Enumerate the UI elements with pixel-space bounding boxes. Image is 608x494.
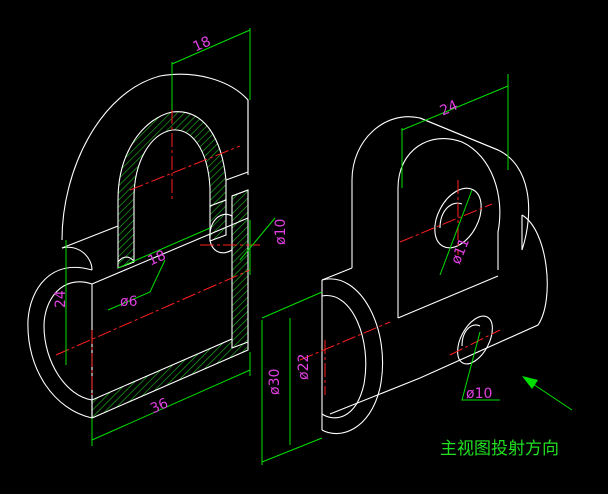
- dim-18-top-line: [171, 29, 251, 65]
- dim-30-ext-2: [261, 437, 323, 463]
- cylinder-right-contour: [329, 214, 548, 415]
- direction-arrow-line: [529, 381, 573, 411]
- dim-10-left-label: ø10: [273, 219, 289, 245]
- dim-24-right-label: 24: [438, 97, 461, 119]
- step-edge-2: [231, 189, 249, 197]
- top-back-edge: [61, 225, 119, 249]
- left-sectioned-part: 18 18 24 36 ø6 ø10: [27, 28, 289, 446]
- right-exterior-part: 24 ø11 ø30 ø22 ø10: [261, 74, 548, 465]
- cylinder-front-end: [321, 278, 384, 435]
- centerline-arch: [129, 145, 241, 191]
- centerline-base: [55, 269, 251, 356]
- dim-18-top-label: 18: [191, 34, 214, 56]
- inner-section-hatch: [209, 199, 227, 242]
- dim-11-label: ø11: [448, 236, 473, 266]
- centerline-cylinder: [299, 321, 391, 361]
- dim-36-line: [91, 369, 251, 441]
- dim-6-leader: [107, 259, 166, 311]
- back-arch-outline: [61, 73, 249, 241]
- dim-30-ext-1: [261, 291, 323, 319]
- lug-hole-outer: [434, 187, 482, 249]
- hole-section: [209, 213, 233, 254]
- dim-24-right-line: [401, 85, 509, 131]
- dim-6-label: ø6: [120, 294, 138, 310]
- dim-22-label: ø22: [296, 354, 312, 380]
- centerline-lug-hole: [399, 203, 493, 243]
- lug-hole-inner: [439, 202, 463, 229]
- lug-front-bottom-edge: [397, 275, 499, 319]
- left-end-outer: [27, 266, 93, 419]
- side-section-hatch: [231, 189, 249, 349]
- dim-30-label: ø30: [267, 369, 283, 395]
- direction-arrow-head: [522, 376, 538, 389]
- dim-18-inner-line: [117, 227, 211, 269]
- side-hole-inner: [461, 324, 481, 347]
- side-hole-outer: [457, 315, 493, 365]
- dim-24-left-label: 24: [53, 290, 69, 308]
- dim-18-inner-label: 18: [146, 248, 169, 270]
- view-direction-arrow: [522, 376, 573, 411]
- dim-10-left-leader: [239, 217, 276, 261]
- view-direction-caption: 主视图投射方向: [440, 439, 559, 459]
- centerline-side-hole: [449, 329, 501, 356]
- step-edge-1: [225, 171, 249, 181]
- lug-top-edge: [419, 117, 499, 151]
- dim-10-right-label: ø10: [466, 386, 492, 402]
- cylinder-front-bore: [321, 295, 367, 419]
- dim-11-leader: [439, 189, 473, 276]
- left-end-inner: [43, 281, 93, 401]
- cylinder-top-edge-1: [321, 267, 353, 281]
- top-cut-edge: [91, 217, 249, 285]
- dim-36-label: 36: [148, 395, 171, 417]
- dim-10-right-leader: [461, 331, 500, 401]
- lug-front-face-arc: [397, 137, 501, 270]
